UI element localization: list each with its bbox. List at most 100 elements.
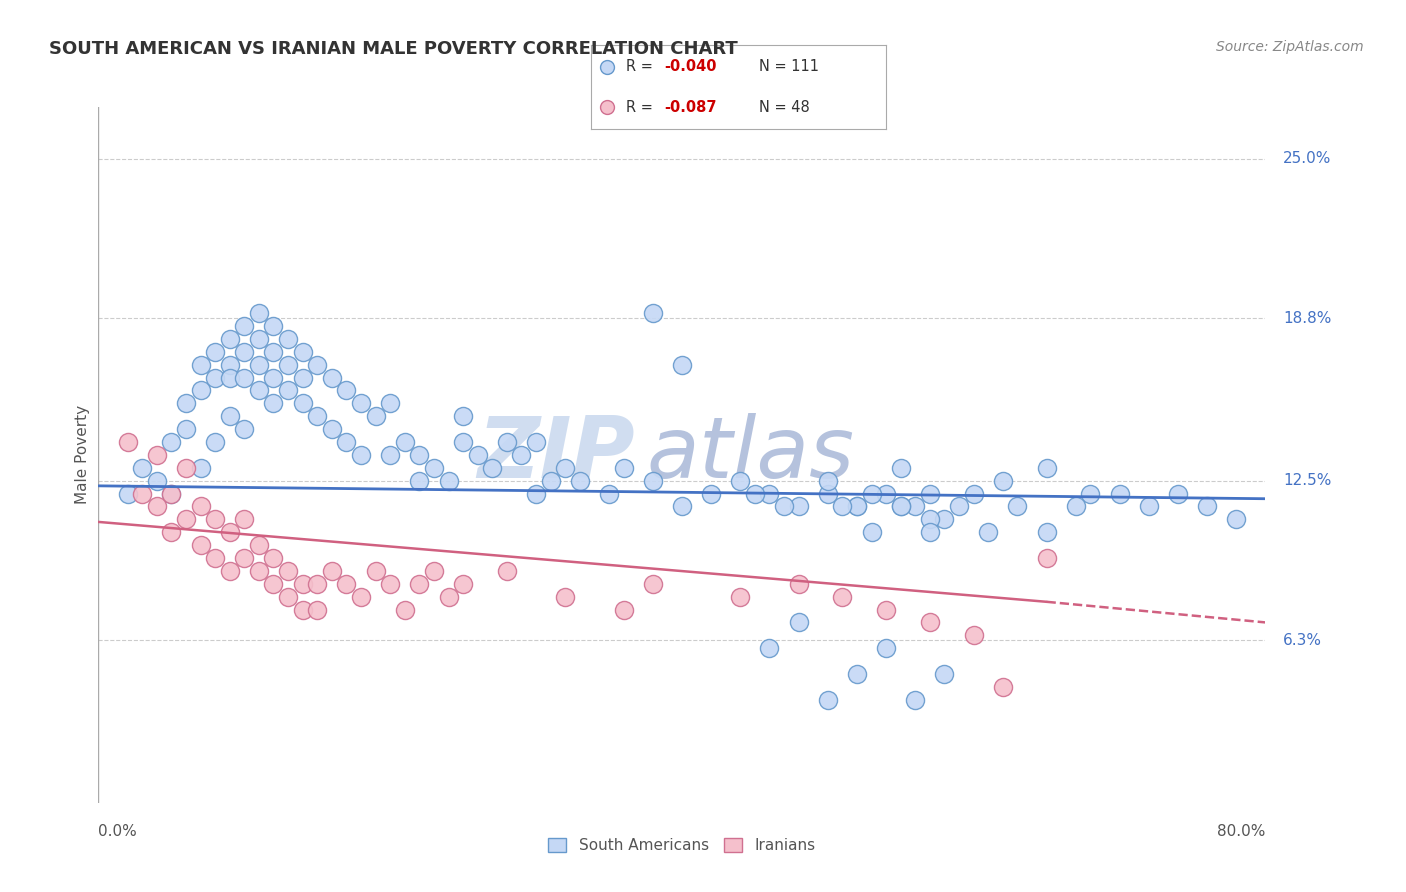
Text: N = 111: N = 111 <box>759 59 818 74</box>
Point <box>524 486 547 500</box>
Point <box>1195 500 1218 514</box>
Point <box>758 641 780 656</box>
Point <box>423 460 446 475</box>
Point <box>510 448 533 462</box>
Point <box>160 525 183 540</box>
Point <box>174 422 197 436</box>
Point <box>904 692 927 706</box>
Point <box>335 435 357 450</box>
Point <box>540 474 562 488</box>
Point <box>364 564 387 578</box>
Point <box>962 486 984 500</box>
Point <box>817 486 839 500</box>
Point <box>671 358 693 372</box>
Point <box>831 590 853 604</box>
Point <box>262 370 284 384</box>
Point <box>160 486 183 500</box>
Point <box>831 500 853 514</box>
Point <box>174 396 197 410</box>
Point <box>247 306 270 320</box>
Point <box>596 60 619 74</box>
Point <box>160 486 183 500</box>
Text: SOUTH AMERICAN VS IRANIAN MALE POVERTY CORRELATION CHART: SOUTH AMERICAN VS IRANIAN MALE POVERTY C… <box>49 40 738 58</box>
Point <box>394 602 416 616</box>
Point <box>787 500 810 514</box>
Point <box>131 486 153 500</box>
Point <box>568 474 591 488</box>
Text: 0.0%: 0.0% <box>98 823 138 838</box>
Point <box>787 576 810 591</box>
Point <box>247 358 270 372</box>
Point <box>671 500 693 514</box>
Text: -0.087: -0.087 <box>665 100 717 115</box>
Point <box>262 576 284 591</box>
Point <box>1167 486 1189 500</box>
Point <box>131 460 153 475</box>
Point <box>890 500 912 514</box>
Point <box>117 486 139 500</box>
Point <box>495 435 517 450</box>
Point <box>934 667 956 681</box>
Point <box>948 500 970 514</box>
Point <box>218 332 240 346</box>
Text: ZIP: ZIP <box>478 413 636 497</box>
Point <box>728 590 751 604</box>
Point <box>321 564 343 578</box>
Point <box>408 474 430 488</box>
Point <box>1108 486 1130 500</box>
Point <box>437 474 460 488</box>
Point <box>307 409 329 424</box>
Point <box>991 680 1014 694</box>
Point <box>1035 460 1057 475</box>
Point <box>890 460 912 475</box>
Point <box>307 602 329 616</box>
Point <box>845 500 868 514</box>
Point <box>146 448 169 462</box>
Text: 18.8%: 18.8% <box>1282 310 1331 326</box>
Point <box>437 590 460 604</box>
Point <box>612 460 634 475</box>
Point <box>204 551 226 566</box>
Point <box>1137 500 1160 514</box>
Text: 12.5%: 12.5% <box>1282 473 1331 488</box>
Point <box>291 396 314 410</box>
Point <box>918 615 941 630</box>
Point <box>350 590 373 604</box>
Point <box>817 474 839 488</box>
Point <box>1064 500 1087 514</box>
Point <box>918 512 941 526</box>
Point <box>146 500 169 514</box>
Point <box>524 435 547 450</box>
Point <box>451 435 474 450</box>
Point <box>845 667 868 681</box>
Point <box>451 576 474 591</box>
Point <box>364 409 387 424</box>
Point <box>146 474 169 488</box>
Point <box>117 435 139 450</box>
Point <box>350 448 373 462</box>
Point <box>495 564 517 578</box>
Point <box>291 344 314 359</box>
Point <box>218 370 240 384</box>
Point <box>233 512 256 526</box>
Point <box>787 615 810 630</box>
Point <box>875 641 897 656</box>
Point <box>277 332 299 346</box>
Point <box>378 448 402 462</box>
Point <box>277 564 299 578</box>
Point <box>233 344 256 359</box>
Point <box>160 435 183 450</box>
Point <box>233 319 256 334</box>
Point <box>262 319 284 334</box>
Text: 25.0%: 25.0% <box>1282 151 1331 166</box>
Point <box>378 396 402 410</box>
Point <box>277 358 299 372</box>
Point <box>408 576 430 591</box>
Point <box>1035 525 1057 540</box>
Point <box>378 576 402 591</box>
Point <box>291 602 314 616</box>
Point <box>598 486 620 500</box>
Point <box>204 370 226 384</box>
Point <box>641 474 664 488</box>
Text: Source: ZipAtlas.com: Source: ZipAtlas.com <box>1216 40 1364 54</box>
